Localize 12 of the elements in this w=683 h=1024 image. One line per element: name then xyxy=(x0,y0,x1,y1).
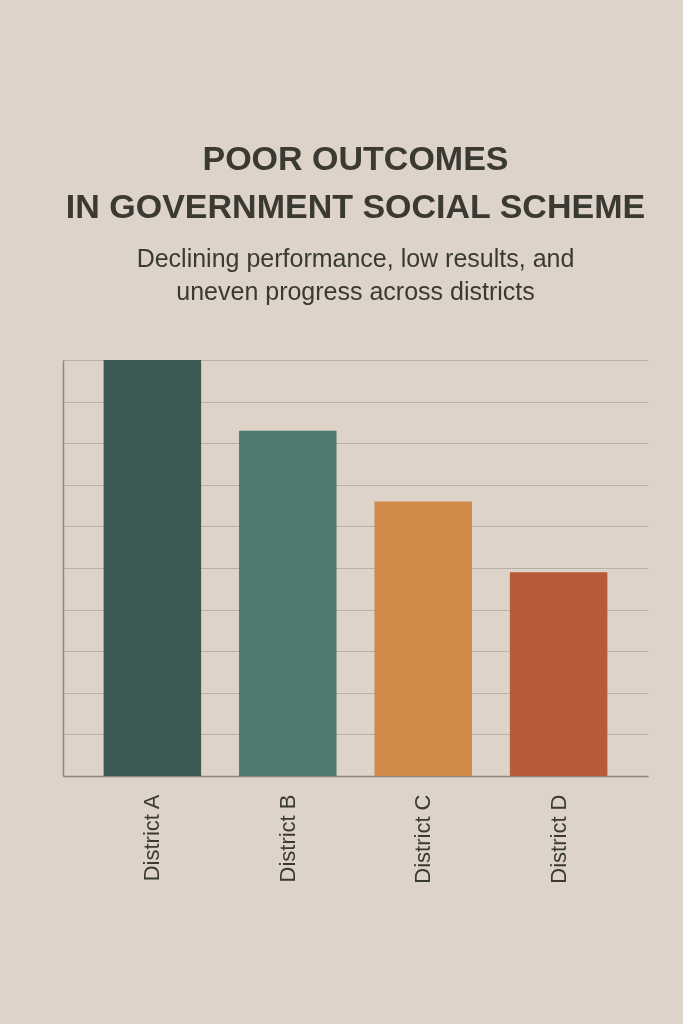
x-tick-label: District B xyxy=(274,794,300,883)
x-tick-label: District C xyxy=(410,794,436,884)
bar xyxy=(374,501,472,776)
bar xyxy=(239,430,337,776)
x-tick-label: District A xyxy=(139,794,165,882)
x-tick-label: District D xyxy=(545,794,571,884)
text: Declining performance, low results, and xyxy=(136,244,575,272)
text: uneven progress across districts xyxy=(176,277,535,305)
bar xyxy=(103,360,202,776)
bar xyxy=(509,572,608,776)
text: IN GOVERNMENT SOCIAL SCHEME xyxy=(65,187,646,225)
text: POOR OUTCOMES xyxy=(202,139,509,177)
